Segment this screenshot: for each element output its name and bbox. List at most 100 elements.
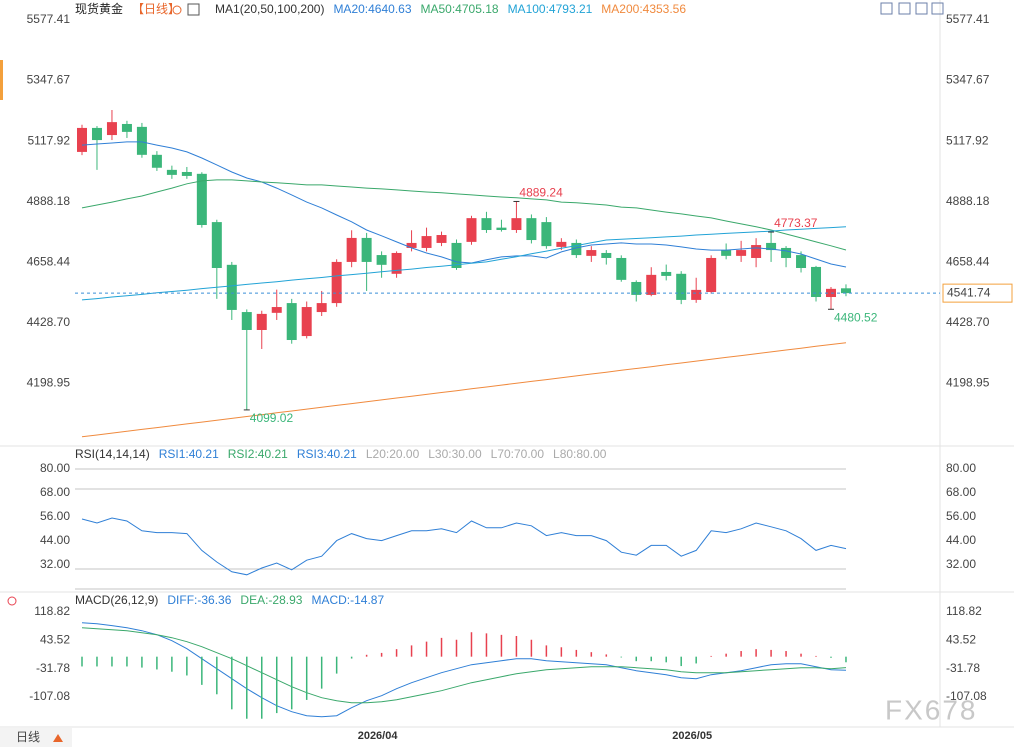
icon-reset[interactable] [931,2,944,15]
legend-item: DIFF:-36.36 [167,593,231,607]
macd-bar [485,633,488,657]
macd-bar [545,645,548,657]
y-tick-label: 5347.67 [27,73,71,87]
rsi-line [81,517,847,576]
candle-body [526,218,537,241]
macd-bar [156,656,158,670]
legend-item: L70:70.00 [491,447,545,461]
y-tick-label-right: 4888.18 [946,194,990,208]
macd-bar [755,649,757,657]
candle-body [661,271,672,276]
candle-body [481,218,492,231]
period-arrow[interactable] [53,734,63,742]
macd-bar [216,656,218,695]
y-tick-label-right: 118.82 [946,604,982,618]
macd-bar [141,656,143,668]
macd-bar [111,656,113,667]
legend-item: L30:30.00 [428,447,482,461]
candle-body [436,235,447,243]
collapse-icon [172,5,182,15]
candle-body [241,312,252,330]
y-tick-label: 4428.70 [27,315,71,329]
candle-body [346,237,357,262]
legend-item: MA100:4793.21 [508,2,593,16]
macd-bar [470,632,473,657]
candle-body [166,169,177,175]
candle-body [451,242,462,268]
y-tick-label: 118.82 [34,604,70,618]
title: 现货黄金 [75,1,123,16]
legend-item: MA20:4640.63 [333,2,411,16]
icon-move[interactable] [880,2,893,15]
legend-item: DEA:-28.93 [240,593,302,607]
candle-body [286,303,297,341]
y-tick-label-right: 4428.70 [946,315,990,329]
macd-bar [365,654,368,657]
extreme-label: 4773.37 [774,216,818,230]
y-tick-label-right: -107.08 [946,689,987,703]
candle-body [271,307,282,313]
y-tick-label: 4888.18 [27,194,71,208]
indicator: RSI(14,14,14) [75,447,150,461]
candle-body [811,266,822,298]
macd-bar [830,656,832,658]
settings-icon [187,3,200,16]
candle-body [631,281,642,295]
candle-body [541,222,552,247]
y-tick-label-right: 4658.44 [946,255,990,269]
macd-bar [710,655,712,657]
extreme-label: 4099.02 [250,411,294,425]
last-price-box [942,283,1013,303]
candle-body [181,171,192,176]
macd-bar [290,656,293,710]
candle-body [226,264,237,310]
candle-body [376,255,387,265]
legend-item: MA200:4353.56 [601,2,686,16]
indicator: MACD(26,12,9) [75,593,158,607]
macd-bar [695,656,697,664]
macd-bar [305,656,308,700]
candle-body [106,122,117,136]
y-tick-label-right: 5347.67 [946,73,990,87]
macd-bar [320,656,323,689]
candle-body [211,222,222,268]
ma-line [81,141,847,268]
legend-item: MA50:4705.18 [421,2,499,16]
candle-body [706,257,717,293]
y-tick-label-right: 5117.92 [946,133,989,147]
x-tick-label: 2026/05 [672,730,712,742]
y-tick-label-right: 56.00 [946,509,976,523]
candle-body [691,289,702,300]
candle-body [301,307,312,337]
macd-icon [7,596,17,606]
subtitle: 【日线】 [132,2,180,16]
macd-bar [650,656,652,662]
legend-item: RSI1:40.21 [159,447,219,461]
macd-bar [605,654,608,657]
candle-body [136,126,147,155]
macd-bar [740,651,742,657]
macd-bar [335,656,338,674]
y-tick-label: 32.00 [40,557,70,571]
y-tick-label: 80.00 [40,461,70,475]
icon-zoom-out[interactable] [915,2,928,15]
macd-bar [81,656,83,667]
y-tick-label-right: -31.78 [946,661,980,675]
y-tick-label: 5117.92 [28,133,71,147]
icon-zoom-in[interactable] [898,2,911,15]
y-tick-label: 43.52 [40,632,70,646]
y-tick-label-right: 44.00 [946,533,976,547]
macd-bar [261,656,263,719]
y-tick-label: 4198.95 [27,376,71,390]
period-button-label[interactable]: 日线 [16,730,40,744]
x-tick-label: 2026/04 [358,730,399,742]
y-tick-label: -31.78 [36,661,70,675]
candle-body [331,261,342,304]
candle-body [766,242,777,251]
y-tick-label-right: 68.00 [946,485,976,499]
macd-bar [231,656,233,710]
period-button[interactable] [0,728,72,747]
candle-body [751,245,762,258]
legend-item: MACD:-14.87 [311,593,384,607]
